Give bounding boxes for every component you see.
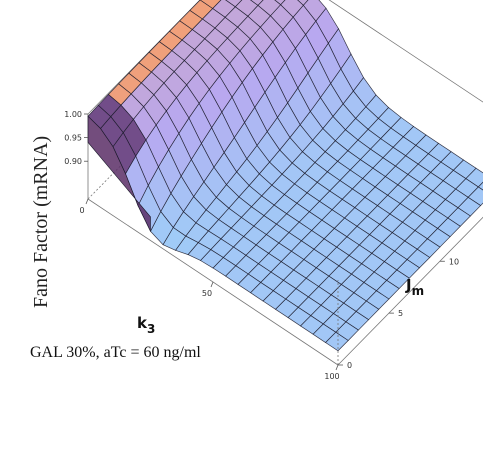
surface-patch — [477, 181, 483, 191]
x-tick-mark — [210, 281, 214, 288]
box-edge — [328, 0, 483, 103]
caption: GAL 30%, aTc = 60 ng/ml — [30, 344, 201, 361]
y-tick-label: 10 — [449, 257, 459, 266]
z-axis-label: Fano Factor (mRNA) — [30, 136, 52, 308]
z-tick-label: 0.95 — [64, 134, 82, 143]
z-tick-label: 0.90 — [64, 157, 82, 166]
x-tick-mark — [85, 198, 89, 205]
box-edge — [337, 216, 483, 366]
x-tick-label: 100 — [324, 372, 339, 381]
x-axis-label: k3 — [137, 314, 155, 336]
surface-mesh — [87, 0, 483, 352]
y-axis-label: Jm — [405, 276, 424, 298]
y-axis-label-main: J — [405, 276, 412, 294]
y-axis-label-sub: m — [412, 284, 425, 298]
axis-ticks: 0501000510151.000.950.90 — [64, 110, 459, 381]
surface-dip-face — [87, 115, 151, 232]
x-tick-mark — [335, 364, 339, 371]
y-tick-label: 5 — [398, 309, 403, 318]
z-tick-label: 1.00 — [64, 110, 82, 119]
x-tick-label: 0 — [79, 206, 84, 215]
y-tick-label: 0 — [347, 361, 352, 370]
x-axis-label-main: k — [137, 314, 148, 332]
x-tick-label: 50 — [202, 289, 212, 298]
x-axis-label-sub: 3 — [147, 322, 155, 336]
